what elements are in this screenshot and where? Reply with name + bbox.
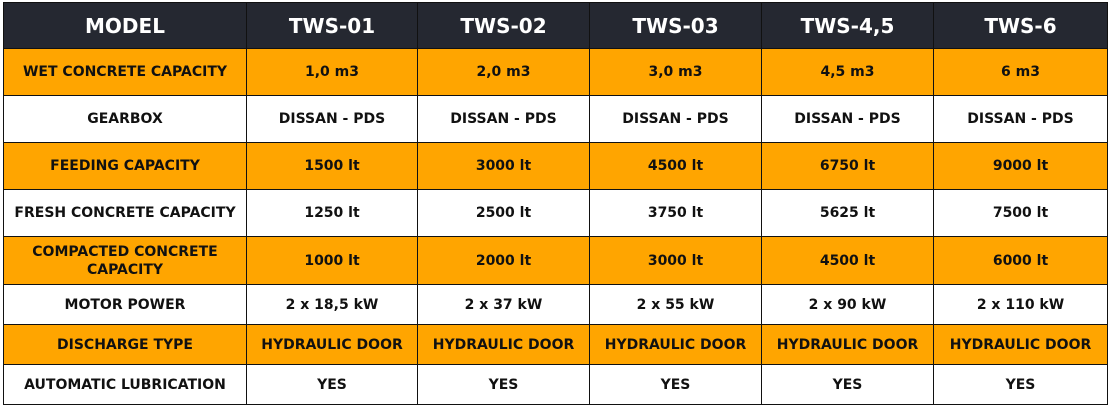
header-cell-tws-01: TWS-01 bbox=[246, 2, 418, 49]
table-cell: 7500 lt bbox=[933, 189, 1108, 237]
table-cell: 2 x 90 kW bbox=[761, 284, 934, 325]
header-row: MODEL TWS-01 TWS-02 TWS-03 TWS-4,5 TWS-6 bbox=[3, 2, 1108, 49]
table-cell: 5625 lt bbox=[761, 189, 934, 237]
table-cell: 3000 lt bbox=[417, 142, 590, 190]
table-cell: 3000 lt bbox=[589, 236, 762, 285]
table-row: MOTOR POWER 2 x 18,5 kW 2 x 37 kW 2 x 55 kW… bbox=[3, 284, 1108, 325]
table-cell: HYDRAULIC DOOR bbox=[933, 324, 1108, 365]
table-cell: DISSAN - PDS bbox=[589, 95, 762, 143]
table-cell: HYDRAULIC DOOR bbox=[589, 324, 762, 365]
row-label: AUTOMATIC LUBRICATION bbox=[3, 364, 247, 405]
table-row: GEARBOX DISSAN - PDS DISSAN - PDS DISSAN - … bbox=[3, 95, 1108, 143]
table-cell: YES bbox=[246, 364, 418, 405]
table-cell: 4500 lt bbox=[589, 142, 762, 190]
table-cell: DISSAN - PDS bbox=[933, 95, 1108, 143]
header-cell-model: MODEL bbox=[3, 2, 247, 49]
table-cell: 2,0 m3 bbox=[417, 48, 590, 96]
table-cell: 9000 lt bbox=[933, 142, 1108, 190]
row-label: GEARBOX bbox=[3, 95, 247, 143]
table-cell: 3750 lt bbox=[589, 189, 762, 237]
table-cell: 1000 lt bbox=[246, 236, 418, 285]
table-cell: 6 m3 bbox=[933, 48, 1108, 96]
table-cell: DISSAN - PDS bbox=[417, 95, 590, 143]
table-cell: 2 x 37 kW bbox=[417, 284, 590, 325]
table-cell: YES bbox=[933, 364, 1108, 405]
row-label: FRESH CONCRETE CAPACITY bbox=[3, 189, 247, 237]
row-label: WET CONCRETE CAPACITY bbox=[3, 48, 247, 96]
table-cell: 4,5 m3 bbox=[761, 48, 934, 96]
table-row: WET CONCRETE CAPACITY 1,0 m3 2,0 m3 3,0 m3 4… bbox=[3, 48, 1108, 96]
table-cell: HYDRAULIC DOOR bbox=[417, 324, 590, 365]
table-row: FRESH CONCRETE CAPACITY 1250 lt 2500 lt 375… bbox=[3, 189, 1108, 237]
specifications-table: MODEL TWS-01 TWS-02 TWS-03 TWS-4,5 TWS-6… bbox=[3, 2, 1108, 405]
table-cell: 2 x 18,5 kW bbox=[246, 284, 418, 325]
table-cell: YES bbox=[761, 364, 934, 405]
row-label: FEEDING CAPACITY bbox=[3, 142, 247, 190]
table-cell: YES bbox=[589, 364, 762, 405]
header-cell-tws-03: TWS-03 bbox=[589, 2, 762, 49]
table-cell: YES bbox=[417, 364, 590, 405]
table-cell: DISSAN - PDS bbox=[761, 95, 934, 143]
table-cell: 6000 lt bbox=[933, 236, 1108, 285]
table-cell: 6750 lt bbox=[761, 142, 934, 190]
table-row: DISCHARGE TYPE HYDRAULIC DOOR HYDRAULIC DO… bbox=[3, 324, 1108, 365]
row-label: COMPACTED CONCRETE CAPACITY bbox=[3, 236, 247, 285]
table-cell: 2 x 110 kW bbox=[933, 284, 1108, 325]
header-cell-tws-6: TWS-6 bbox=[933, 2, 1108, 49]
table-cell: 1,0 m3 bbox=[246, 48, 418, 96]
table-cell: DISSAN - PDS bbox=[246, 95, 418, 143]
row-label: DISCHARGE TYPE bbox=[3, 324, 247, 365]
table-cell: 1250 lt bbox=[246, 189, 418, 237]
table-cell: 1500 lt bbox=[246, 142, 418, 190]
table-cell: 2000 lt bbox=[417, 236, 590, 285]
table-cell: 3,0 m3 bbox=[589, 48, 762, 96]
header-cell-tws-02: TWS-02 bbox=[417, 2, 590, 49]
table-cell: 2500 lt bbox=[417, 189, 590, 237]
table-row: COMPACTED CONCRETE CAPACITY 1000 lt 2000 l… bbox=[3, 236, 1108, 285]
table-row: FEEDING CAPACITY 1500 lt 3000 lt 4500 lt 675… bbox=[3, 142, 1108, 190]
table-cell: HYDRAULIC DOOR bbox=[761, 324, 934, 365]
table-cell: 2 x 55 kW bbox=[589, 284, 762, 325]
table-cell: HYDRAULIC DOOR bbox=[246, 324, 418, 365]
table-cell: 4500 lt bbox=[761, 236, 934, 285]
table-row: AUTOMATIC LUBRICATION YES YES YES YES YES bbox=[3, 364, 1108, 405]
header-cell-tws-4-5: TWS-4,5 bbox=[761, 2, 934, 49]
row-label: MOTOR POWER bbox=[3, 284, 247, 325]
